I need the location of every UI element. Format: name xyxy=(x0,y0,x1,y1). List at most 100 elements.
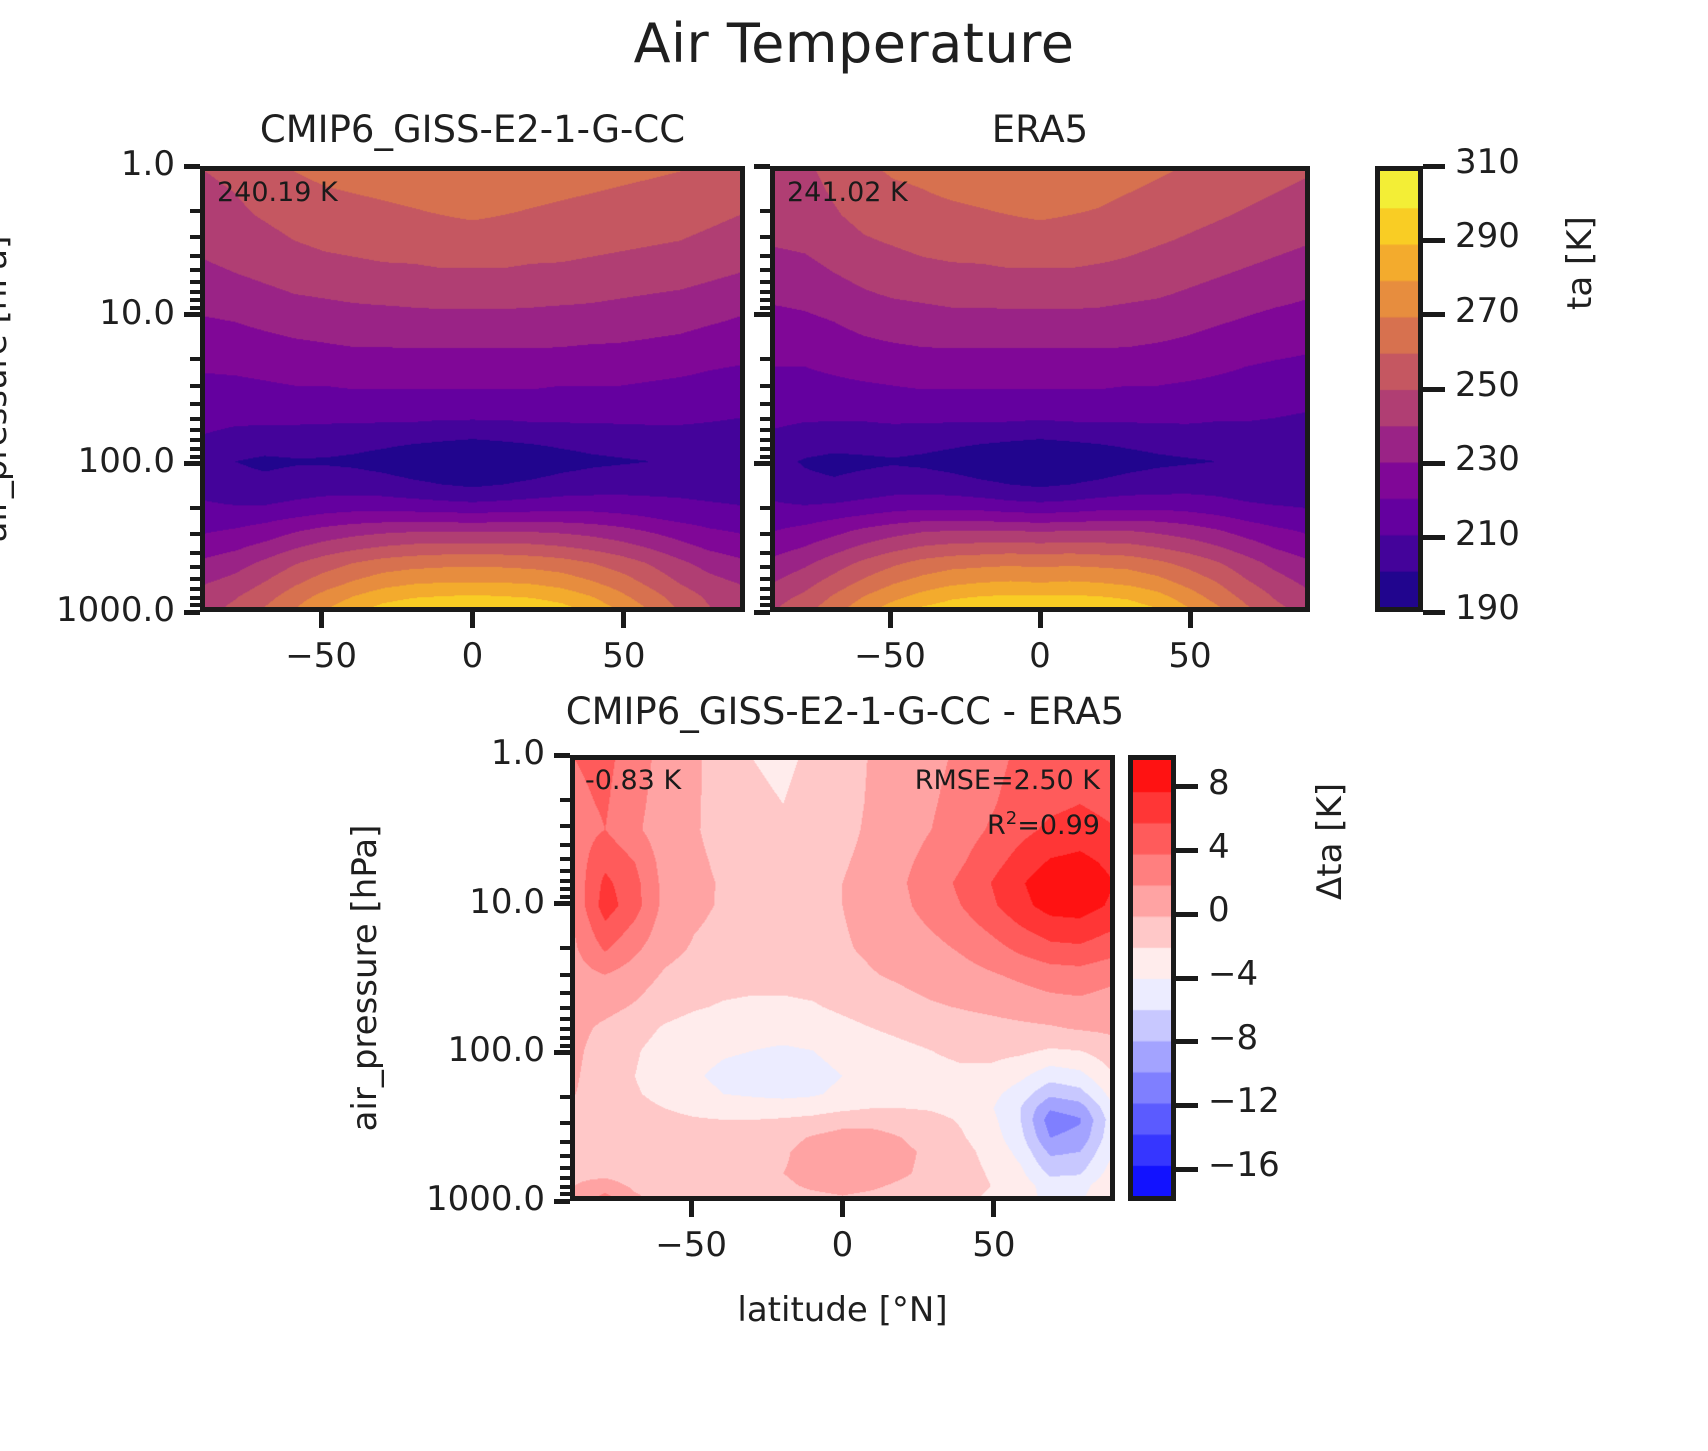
y-axis-label: air_pressure [hPa] xyxy=(0,235,15,543)
y-tick-major xyxy=(184,609,200,615)
colorbar-tick xyxy=(1423,163,1445,169)
colorbar-tick-label: −16 xyxy=(1208,1145,1280,1186)
y-tick-major xyxy=(554,752,570,758)
x-tick-major xyxy=(991,1201,997,1217)
y-tick-minor xyxy=(190,428,200,433)
colorbar-tick-label: 270 xyxy=(1455,290,1520,331)
colorbar-main-label: ta [K] xyxy=(1560,216,1600,310)
colorbar-tick xyxy=(1176,975,1198,981)
panel-title-model: CMIP6_GISS-E2-1-G-CC xyxy=(259,108,686,151)
y-tick-minor xyxy=(760,454,770,459)
r-squared-exponent: 2 xyxy=(1005,808,1018,829)
colorbar-tick xyxy=(1423,460,1445,466)
y-tick-label: 10.0 xyxy=(99,292,175,333)
r-squared-annotation: R2=0.99 xyxy=(987,808,1100,841)
contour-field-model xyxy=(205,171,740,607)
x-tick-label: −50 xyxy=(854,636,926,676)
y-tick-minor xyxy=(190,298,200,303)
x-tick-label: 0 xyxy=(831,1225,854,1265)
contour-panel-difference[interactable]: -0.83 K RMSE=2.50 K R2=0.99 xyxy=(570,755,1115,1201)
y-tick-minor xyxy=(560,1121,570,1126)
colorbar-tick xyxy=(1176,848,1198,854)
y-tick-minor xyxy=(760,577,770,582)
y-tick-minor xyxy=(760,208,770,213)
y-tick-minor xyxy=(760,234,770,239)
x-tick-major xyxy=(840,1201,845,1217)
colorbar-tick-label: 210 xyxy=(1455,513,1520,554)
y-tick-minor xyxy=(560,1154,570,1159)
y-tick-minor xyxy=(560,878,570,883)
y-tick-major xyxy=(754,460,770,466)
x-axis-label: latitude [°N] xyxy=(737,1290,948,1330)
y-tick-label: 100.0 xyxy=(77,441,175,482)
y-tick-minor xyxy=(560,1043,570,1048)
y-tick-minor xyxy=(560,894,570,899)
y-tick-minor xyxy=(760,595,770,600)
y-tick-minor xyxy=(190,234,200,239)
colorbar-difference[interactable] xyxy=(1128,755,1176,1201)
y-tick-major xyxy=(754,609,770,615)
colorbar-tick-label: 0 xyxy=(1208,890,1230,931)
colorbar-difference-label: Δta [K] xyxy=(1310,782,1350,900)
y-tick-minor xyxy=(560,1095,570,1100)
y-tick-minor xyxy=(560,823,570,828)
y-tick-minor xyxy=(190,416,200,421)
colorbar-tick-label: 310 xyxy=(1455,142,1520,182)
y-tick-minor xyxy=(760,532,770,537)
colorbar-tick-label: 4 xyxy=(1208,826,1230,867)
x-tick-label: 50 xyxy=(972,1225,1016,1265)
figure-suptitle: Air Temperature xyxy=(633,12,1075,75)
colorbar-tick-label: 8 xyxy=(1208,762,1230,803)
y-tick-minor xyxy=(190,383,200,388)
y-tick-minor xyxy=(560,887,570,892)
y-tick-label: 1000.0 xyxy=(426,1179,545,1219)
y-tick-minor xyxy=(560,842,570,847)
y-axis-label: air_pressure [hPa] xyxy=(345,824,385,1132)
y-tick-label: 1.0 xyxy=(490,733,545,773)
y-tick-minor xyxy=(560,1005,570,1010)
x-tick-label: 50 xyxy=(1168,636,1212,676)
y-tick-minor xyxy=(760,565,770,570)
y-tick-minor xyxy=(190,595,200,600)
colorbar-tick xyxy=(1423,312,1445,318)
y-tick-label: 1000.0 xyxy=(56,590,175,630)
colorbar-tick xyxy=(1423,535,1445,541)
colorbar-main[interactable] xyxy=(1375,166,1423,612)
y-tick-minor xyxy=(560,1175,570,1180)
panel-title-reference: ERA5 xyxy=(991,108,1089,151)
contour-field-reference xyxy=(775,171,1305,607)
y-tick-minor xyxy=(760,267,770,272)
contour-panel-reference[interactable]: 241.02 K xyxy=(770,166,1310,612)
y-tick-label: 100.0 xyxy=(447,1030,545,1071)
r-squared-prefix: R xyxy=(987,810,1006,841)
y-tick-major xyxy=(184,163,200,169)
colorbar-tick-label: −4 xyxy=(1208,954,1259,994)
y-tick-minor xyxy=(190,565,200,570)
colorbar-tick xyxy=(1176,911,1198,917)
colorbar-tick-label: 250 xyxy=(1455,365,1520,405)
y-tick-minor xyxy=(560,1035,570,1040)
contour-panel-model[interactable]: 240.19 K xyxy=(200,166,745,612)
colorbar-tick xyxy=(1176,1039,1198,1045)
y-tick-minor xyxy=(760,279,770,284)
colorbar-tick xyxy=(1423,609,1445,615)
x-tick-major xyxy=(1037,612,1043,628)
colorbar-tick xyxy=(1423,237,1445,243)
colorbar-tick-label: 290 xyxy=(1455,216,1520,257)
y-tick-minor xyxy=(190,402,200,407)
colorbar-tick xyxy=(1176,1166,1198,1172)
y-tick-major xyxy=(754,163,770,169)
y-tick-minor xyxy=(760,383,770,388)
y-tick-minor xyxy=(760,603,770,608)
mean-annotation-reference: 241.02 K xyxy=(787,177,908,208)
colorbar-tick xyxy=(1423,386,1445,392)
x-tick-major xyxy=(621,612,627,628)
y-tick-minor xyxy=(190,550,200,555)
y-tick-minor xyxy=(760,253,770,258)
y-tick-minor xyxy=(760,402,770,407)
y-tick-minor xyxy=(560,972,570,977)
y-tick-minor xyxy=(760,305,770,310)
y-tick-minor xyxy=(190,506,200,511)
x-tick-label: −50 xyxy=(285,636,357,676)
y-tick-label: 10.0 xyxy=(469,881,545,922)
